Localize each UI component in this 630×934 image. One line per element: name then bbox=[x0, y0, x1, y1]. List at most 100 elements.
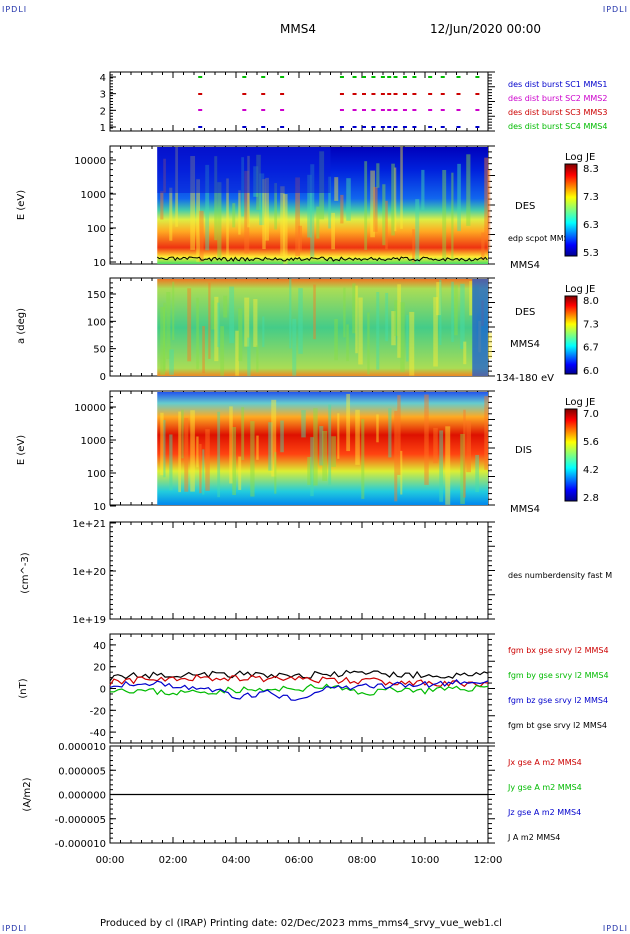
burst-mark bbox=[198, 126, 203, 128]
burst-mark bbox=[428, 109, 433, 111]
des-pitch-angle-stripe bbox=[202, 325, 205, 374]
des-energy-stripe bbox=[259, 173, 265, 226]
des-pitch-angle-stripe bbox=[334, 318, 338, 361]
des-pitch-angle-stripe bbox=[352, 283, 356, 334]
dis-energy-stripe bbox=[232, 426, 237, 496]
y-axis-label: (nT) bbox=[18, 678, 29, 698]
y-tick-label: 1e+20 bbox=[72, 567, 106, 578]
y-tick-label: 4 bbox=[100, 73, 106, 84]
des-energy-stripe bbox=[328, 176, 331, 229]
burst-mark bbox=[242, 76, 247, 78]
dis-energy-stripe bbox=[361, 419, 365, 499]
burst-mark bbox=[440, 126, 445, 128]
des-energy-stripe bbox=[391, 163, 395, 236]
corner-mark-top-right: IPDLI bbox=[602, 5, 628, 14]
footer-credits: Produced by cl (IRAP) Printing date: 02/… bbox=[100, 918, 502, 929]
burst-mark bbox=[387, 93, 392, 95]
dis-energy-stripe bbox=[484, 396, 489, 470]
dis-energy-stripe bbox=[355, 409, 360, 465]
time-axis-label: 04:00 bbox=[222, 855, 251, 866]
des-energy-stripe bbox=[274, 183, 278, 230]
burst-mark bbox=[412, 126, 417, 128]
burst-mark bbox=[475, 93, 480, 95]
dis-energy-stripe bbox=[394, 410, 398, 502]
y-tick-label: 0.000010 bbox=[58, 742, 106, 753]
des-pitch-angle-stripe bbox=[451, 281, 454, 343]
burst-mark bbox=[380, 76, 385, 78]
series-line bbox=[109, 679, 489, 701]
y-axis-label: (A/m2) bbox=[22, 777, 33, 811]
dis-energy-stripe bbox=[307, 456, 312, 485]
spacecraft-label: MMS4 bbox=[510, 260, 540, 271]
burst-mark bbox=[261, 126, 266, 128]
burst-mark bbox=[393, 76, 398, 78]
dis-energy-stripe bbox=[319, 426, 324, 466]
burst-mark bbox=[440, 76, 445, 78]
burst-mark bbox=[412, 93, 417, 95]
des-pitch-angle-stripe bbox=[229, 286, 235, 344]
burst-mark bbox=[428, 76, 433, 78]
des-energy-stripe bbox=[199, 210, 204, 262]
dis-energy-stripe bbox=[238, 456, 242, 490]
page-date: 12/Jun/2020 00:00 bbox=[430, 22, 542, 36]
des-pitch-angle-stripe bbox=[469, 281, 473, 316]
burst-mark bbox=[352, 126, 357, 128]
burst-mark bbox=[393, 93, 398, 95]
burst-mark bbox=[198, 76, 203, 78]
burst-mark bbox=[387, 109, 392, 111]
des-energy-stripe bbox=[481, 232, 485, 261]
dis-energy-stripe bbox=[331, 436, 336, 467]
des-pitch-angle-stripe bbox=[214, 296, 219, 362]
burst-mark bbox=[352, 109, 357, 111]
des-energy-stripe bbox=[376, 163, 380, 188]
colorbar bbox=[564, 163, 578, 257]
des-energy-stripe bbox=[238, 190, 241, 235]
series-line bbox=[109, 683, 489, 696]
corner-mark-bottom-right: IPDLI bbox=[602, 924, 628, 933]
burst-mark bbox=[393, 109, 398, 111]
des-energy-stripe bbox=[412, 229, 415, 263]
panel-frame bbox=[109, 71, 489, 132]
legend-label: Jy gse A m2 MMS4 bbox=[507, 783, 582, 792]
y-tick-label: 3 bbox=[100, 90, 106, 101]
burst-mark bbox=[362, 109, 366, 111]
colorbar-tick-label: 7.0 bbox=[583, 409, 599, 420]
burst-mark bbox=[362, 93, 366, 95]
des-energy-stripe bbox=[196, 179, 201, 262]
des-pitch-angle-stripe bbox=[313, 284, 316, 340]
colorbar bbox=[564, 295, 578, 375]
time-axis-label: 02:00 bbox=[159, 855, 188, 866]
dis-energy-stripe bbox=[460, 433, 465, 504]
y-tick-label: 1000 bbox=[81, 190, 106, 201]
des-energy-stripe bbox=[190, 156, 196, 250]
colorbar-tick-label: 7.3 bbox=[583, 192, 599, 203]
des-energy-stripe bbox=[340, 194, 344, 224]
y-tick-label: 10000 bbox=[74, 156, 106, 167]
des-pitch-angle-stripe bbox=[409, 311, 415, 376]
des-pitch-angle-stripe bbox=[400, 302, 405, 373]
des-pitch-angle-stripe bbox=[247, 337, 251, 376]
legend-label: fgm bt gse srvy l2 MMS4 bbox=[508, 721, 607, 730]
dis-energy-stripe bbox=[184, 418, 189, 492]
y-tick-label: 20 bbox=[93, 663, 106, 674]
panel-frame bbox=[109, 633, 489, 744]
dis-energy-stripe bbox=[445, 426, 451, 505]
des-pitch-angle-spectrogram bbox=[157, 279, 488, 376]
y-tick-label: 10 bbox=[93, 258, 106, 269]
page-title: MMS4 bbox=[280, 22, 316, 36]
des-pitch-angle-stripe bbox=[292, 318, 297, 376]
y-axis-label: (cm^-3) bbox=[20, 552, 31, 593]
instrument-label: DIS bbox=[515, 445, 532, 456]
series-line bbox=[109, 674, 489, 688]
des-pitch-angle-stripe bbox=[397, 284, 401, 358]
des-energy-stripe bbox=[442, 169, 447, 260]
burst-mark bbox=[371, 76, 376, 78]
legend-label: des numberdensity fast M bbox=[508, 571, 612, 580]
burst-mark bbox=[261, 93, 266, 95]
dis-energy-stripe bbox=[280, 420, 284, 453]
des-pitch-angle-stripe bbox=[166, 292, 171, 359]
des-energy-stripe bbox=[346, 178, 351, 221]
y-tick-label: -0.000005 bbox=[55, 815, 106, 826]
legend-label: Jx gse A m2 MMS4 bbox=[507, 758, 582, 767]
colorbar-title: Log JE bbox=[565, 397, 595, 408]
